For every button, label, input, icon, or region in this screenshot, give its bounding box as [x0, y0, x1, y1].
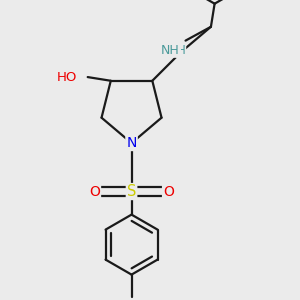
Text: H: H — [176, 44, 185, 57]
Text: NH: NH — [161, 44, 180, 57]
Text: HO: HO — [57, 70, 77, 84]
Text: O: O — [89, 184, 100, 199]
Text: N: N — [126, 136, 137, 150]
Text: S: S — [127, 184, 136, 199]
Text: O: O — [163, 184, 174, 199]
